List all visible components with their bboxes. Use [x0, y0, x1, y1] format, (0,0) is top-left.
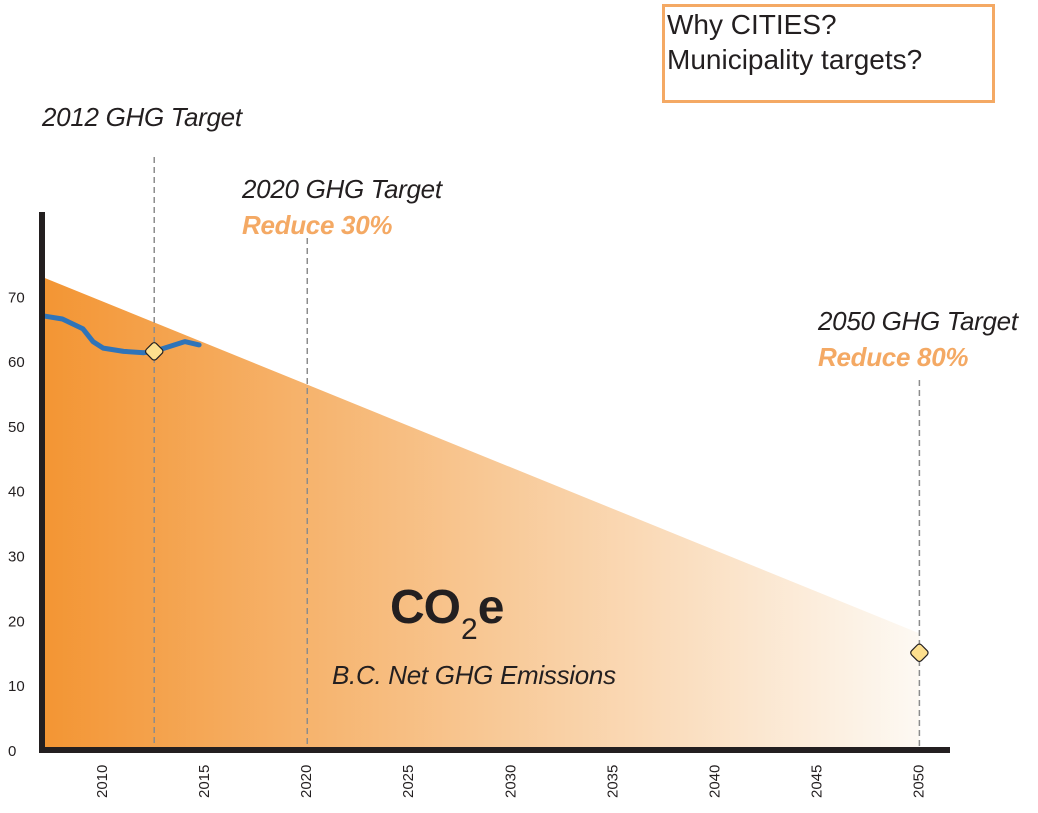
actual-emissions-line	[39, 313, 202, 356]
y-tick-label: 60	[8, 354, 25, 371]
chart-subtitle: B.C. Net GHG Emissions	[332, 660, 616, 690]
target-marker-1	[910, 643, 929, 663]
target-pathway-area	[42, 276, 920, 750]
x-tick-label: 2010	[94, 765, 111, 798]
y-tick-label: 20	[8, 613, 25, 630]
question-line-2: Municipality targets?	[667, 44, 923, 75]
x-tick-label: 2030	[502, 765, 519, 798]
y-tick-label: 50	[8, 419, 25, 436]
y-tick-label: 10	[8, 678, 25, 695]
chart-title: CO2e	[390, 581, 504, 646]
annotation-2020-label: 2020 GHG Target	[242, 174, 442, 204]
target-marker-0	[144, 342, 164, 361]
y-tick-label: 30	[8, 549, 25, 566]
x-tick-label: 2050	[910, 765, 927, 798]
x-tick-label: 2045	[808, 765, 825, 798]
question-box: Why CITIES? Municipality targets?	[662, 4, 995, 103]
x-tick-label: 2025	[400, 765, 417, 798]
annotation-2020-sub: Reduce 30%	[242, 210, 393, 240]
x-tick-label: 2035	[604, 765, 621, 798]
y-tick-label: 70	[8, 289, 25, 306]
annotation-2050-sub: Reduce 80%	[818, 342, 969, 372]
question-line-1: Why CITIES?	[667, 9, 837, 40]
annotation-2012-label: 2012 GHG Target	[42, 102, 242, 132]
x-tick-label: 2020	[298, 765, 315, 798]
y-tick-label: 40	[8, 484, 25, 501]
x-tick-label: 2015	[196, 765, 213, 798]
y-tick-label: 0	[8, 743, 16, 760]
x-tick-label: 2040	[706, 765, 723, 798]
annotation-2050-label: 2050 GHG Target	[818, 306, 1018, 336]
